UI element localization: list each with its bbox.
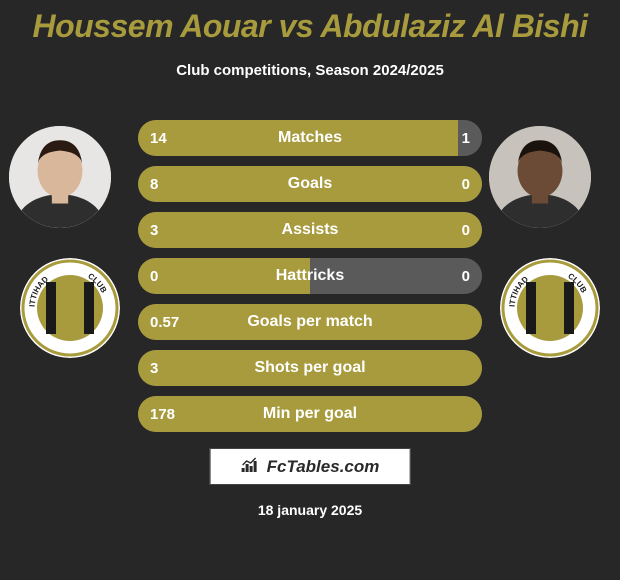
page-title: Houssem Aouar vs Abdulaziz Al Bishi <box>0 8 620 45</box>
stats-panel: 141Matches 80Goals 30Assists 00Hattricks 0.5… <box>138 120 482 442</box>
date-text: 18 january 2025 <box>0 502 620 518</box>
stat-row: 141Matches <box>138 120 482 156</box>
player-right-club-badge: ITTIHADCLUB <box>500 258 600 358</box>
stat-row: 80Goals <box>138 166 482 202</box>
stat-row: 3Shots per goal <box>138 350 482 386</box>
stat-label: Shots per goal <box>138 350 482 386</box>
stat-row: 0.57Goals per match <box>138 304 482 340</box>
player-left-avatar <box>9 126 111 228</box>
stat-label: Hattricks <box>138 258 482 294</box>
brand-box: FcTables.com <box>210 448 411 485</box>
stat-label: Assists <box>138 212 482 248</box>
stat-label: Min per goal <box>138 396 482 432</box>
stat-row: 30Assists <box>138 212 482 248</box>
player-right-avatar <box>489 126 591 228</box>
stat-label: Matches <box>138 120 482 156</box>
player-left-club-badge: ITTIHADCLUB <box>20 258 120 358</box>
brand-text: FcTables.com <box>267 457 380 477</box>
brand-icon <box>241 456 261 477</box>
stat-label: Goals <box>138 166 482 202</box>
stat-row: 00Hattricks <box>138 258 482 294</box>
comparison-infographic: Houssem Aouar vs Abdulaziz Al Bishi Club… <box>0 0 620 580</box>
stat-label: Goals per match <box>138 304 482 340</box>
stat-row: 178Min per goal <box>138 396 482 432</box>
subtitle: Club competitions, Season 2024/2025 <box>0 62 620 79</box>
